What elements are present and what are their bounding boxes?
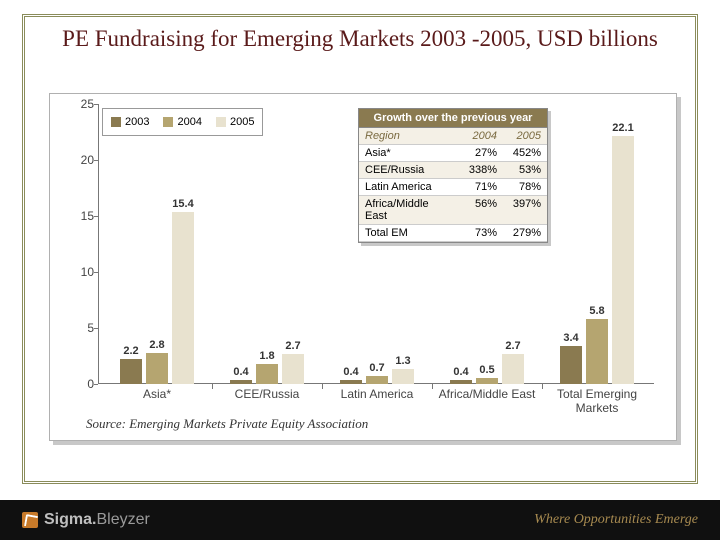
chart-surface: 05101520252.22.815.4Asia*0.41.82.7CEE/Ru… [49,93,677,441]
logo-text: Sigma.Bleyzer [44,511,150,529]
y-tick-label: 20 [68,153,94,167]
legend-label: 2003 [125,116,149,128]
bar-value-label: 1.8 [254,350,280,362]
bar-value-label: 0.7 [364,362,390,374]
growth-table: Growth over the previous year Region2004… [358,108,548,243]
growth-table-header-cell: 2004 [459,128,503,145]
x-divider [212,384,213,389]
growth-table-row: Africa/Middle East56%397% [359,196,547,225]
bar [366,376,388,384]
bar-value-label: 5.8 [584,305,610,317]
y-tick-mark [94,328,98,329]
brand-logo: Sigma.Bleyzer [22,511,150,529]
x-divider [322,384,323,389]
x-category-label: Total Emerging Markets [546,384,648,416]
slide-title: PE Fundraising for Emerging Markets 2003… [25,17,695,58]
y-tick-mark [94,216,98,217]
growth-table-row: CEE/Russia338%53% [359,162,547,179]
x-category-label: Africa/Middle East [436,384,538,402]
legend: 2003 2004 2005 [102,108,263,136]
legend-label: 2005 [230,116,254,128]
bar [560,346,582,384]
bar-value-label: 2.7 [280,340,306,352]
growth-table-row: Latin America71%78% [359,179,547,196]
growth-table-header-row: Region20042005 [359,128,547,145]
x-category-label: Asia* [106,384,208,402]
bar [502,354,524,384]
bar-value-label: 2.8 [144,339,170,351]
y-axis [98,104,99,384]
logo-icon [22,512,38,528]
bar [120,359,142,384]
y-tick-mark [94,104,98,105]
legend-swatch [111,117,121,127]
bar-value-label: 15.4 [170,198,196,210]
brand-part2: Bleyzer [96,511,149,528]
bar [146,353,168,384]
growth-table-cell: Total EM [359,225,459,242]
growth-table-cell: Latin America [359,179,459,196]
y-tick-label: 5 [68,321,94,335]
bar [256,364,278,384]
growth-table-header-cell: 2005 [503,128,547,145]
x-category-label: CEE/Russia [216,384,318,402]
growth-table-row: Asia*27%452% [359,145,547,162]
growth-table-cell: 279% [503,225,547,242]
bar [612,136,634,384]
growth-table-cell: 73% [459,225,503,242]
growth-table-cell: 27% [459,145,503,162]
legend-swatch [163,117,173,127]
legend-item: 2004 [163,116,201,128]
y-tick-label: 25 [68,97,94,111]
bar [282,354,304,384]
bar-value-label: 2.2 [118,345,144,357]
brand-part1: Sigma. [44,511,96,528]
growth-table-cell: 71% [459,179,503,196]
growth-table-cell: CEE/Russia [359,162,459,179]
x-category-label: Latin America [326,384,428,402]
growth-table-cell: 56% [459,196,503,225]
bar-value-label: 22.1 [610,122,636,134]
bar-value-label: 0.4 [228,366,254,378]
growth-table-title: Growth over the previous year [359,109,547,128]
growth-table-cell: 397% [503,196,547,225]
bar-value-label: 0.4 [338,366,364,378]
legend-label: 2004 [177,116,201,128]
bar-value-label: 2.7 [500,340,526,352]
legend-swatch [216,117,226,127]
bar-value-label: 3.4 [558,332,584,344]
growth-table-cell: 78% [503,179,547,196]
chart-container: 05101520252.22.815.4Asia*0.41.82.7CEE/Ru… [49,93,677,441]
legend-item: 2005 [216,116,254,128]
bar-value-label: 0.4 [448,366,474,378]
source-text: Source: Emerging Markets Private Equity … [86,416,368,432]
growth-table-row: Total EM73%279% [359,225,547,242]
y-tick-mark [94,384,98,385]
footer-bar: Sigma.Bleyzer Where Opportunities Emerge [0,500,720,540]
x-divider [432,384,433,389]
bar [172,212,194,384]
bar-value-label: 1.3 [390,355,416,367]
growth-table-cell: 338% [459,162,503,179]
y-tick-mark [94,272,98,273]
bar [392,369,414,384]
bar [586,319,608,384]
y-tick-label: 0 [68,377,94,391]
growth-table-cell: Asia* [359,145,459,162]
growth-table-cell: 53% [503,162,547,179]
growth-table-header-cell: Region [359,128,459,145]
bar-value-label: 0.5 [474,364,500,376]
growth-table-cell: Africa/Middle East [359,196,459,225]
legend-item: 2003 [111,116,149,128]
slide-frame: PE Fundraising for Emerging Markets 2003… [22,14,698,484]
y-tick-label: 10 [68,265,94,279]
y-tick-mark [94,160,98,161]
tagline: Where Opportunities Emerge [534,512,698,528]
growth-table-cell: 452% [503,145,547,162]
y-tick-label: 15 [68,209,94,223]
x-divider [542,384,543,389]
